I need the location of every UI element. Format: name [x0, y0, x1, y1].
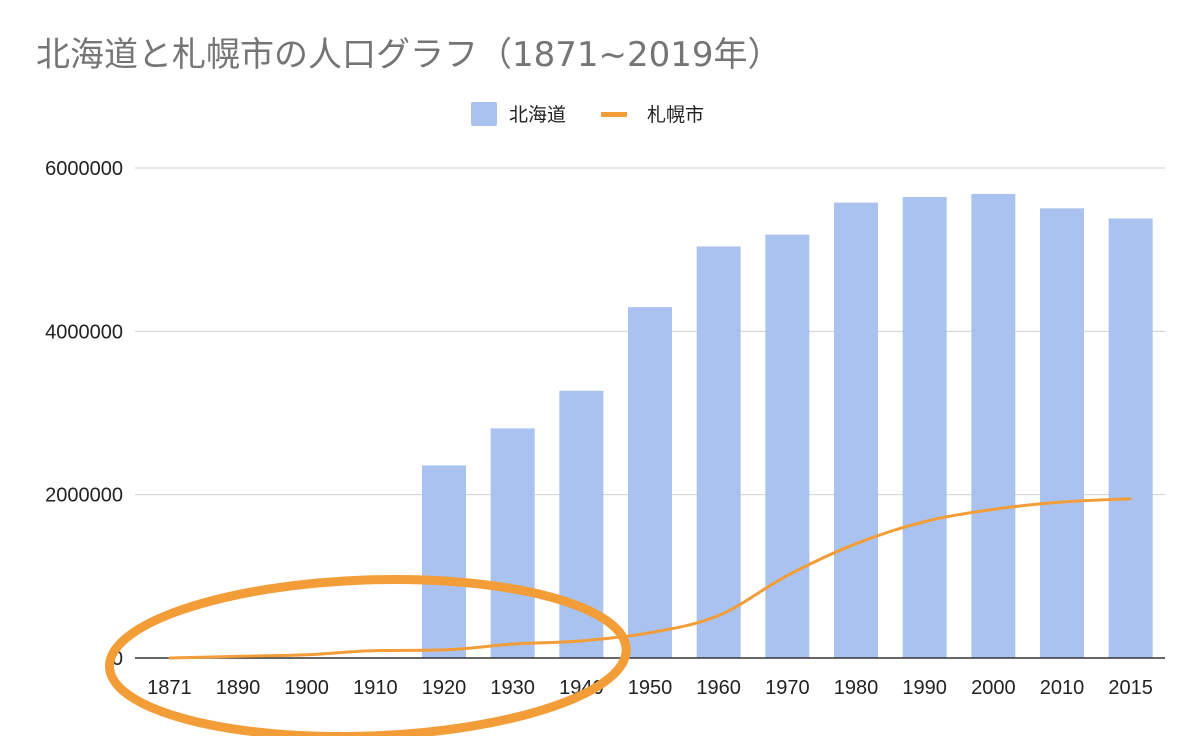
- x-tick-label: 1980: [834, 677, 879, 699]
- line-point: [992, 508, 995, 511]
- bar: [834, 202, 878, 659]
- line-point: [649, 631, 651, 634]
- x-tick-label: 1900: [284, 677, 329, 699]
- line-point: [855, 542, 857, 545]
- legend: 北海道 札幌市: [471, 102, 704, 126]
- y-tick-label: 0: [112, 648, 123, 670]
- bar: [422, 465, 466, 658]
- chart-title: 北海道と札幌市の人口グラフ（1871~2019年）: [36, 35, 782, 75]
- line-point: [1061, 501, 1063, 503]
- legend-label-sapporo: 札幌市: [647, 104, 704, 126]
- bar: [490, 428, 535, 658]
- line-series: [168, 497, 1132, 660]
- line-point: [374, 649, 377, 652]
- x-tick-label: 1890: [216, 677, 261, 699]
- annotation: [104, 575, 631, 736]
- x-tick-label: 1950: [628, 677, 673, 699]
- x-tick-label: 1910: [353, 677, 398, 699]
- y-tick-label: 2000000: [45, 485, 123, 507]
- bar: [971, 193, 1016, 658]
- line-point: [305, 653, 308, 656]
- bar: [1108, 218, 1153, 658]
- line-point: [443, 649, 445, 651]
- line-point: [786, 574, 789, 577]
- bar: [1040, 208, 1084, 659]
- line-point: [168, 657, 171, 659]
- bars: [422, 193, 1153, 659]
- x-tick-label: 1920: [422, 677, 467, 699]
- bar: [902, 197, 947, 658]
- x-tick-label: 1930: [490, 677, 535, 699]
- legend-swatch-hokkaido: [471, 102, 497, 126]
- x-tick-label: 1970: [765, 677, 810, 699]
- line-point: [1129, 497, 1132, 500]
- line-point: [717, 614, 720, 617]
- y-tick-label: 6000000: [45, 158, 123, 180]
- y-tick-label: 4000000: [45, 321, 123, 343]
- x-tick-label: 1960: [696, 677, 741, 699]
- legend-swatch-sapporo: [601, 112, 627, 117]
- line-point: [580, 640, 583, 642]
- line-point: [511, 643, 514, 645]
- x-tick-label: 1871: [147, 677, 192, 699]
- annotation-ellipse: [104, 575, 631, 736]
- y-axis-ticks: 6000000 4000000 2000000 0: [45, 158, 123, 670]
- bar: [696, 246, 741, 658]
- x-tick-label: 2000: [971, 677, 1016, 699]
- x-axis-ticks: 1871 1890 1900 1910 1920 1930 1940 1950 1960 1970…: [147, 677, 1153, 699]
- bar: [765, 234, 810, 658]
- line-point: [237, 655, 239, 658]
- line-point: [923, 520, 926, 523]
- x-tick-label: 2010: [1040, 677, 1085, 699]
- x-tick-label: 1990: [902, 677, 947, 699]
- x-tick-label: 2015: [1108, 677, 1153, 699]
- bar: [628, 307, 672, 658]
- legend-label-hokkaido: 北海道: [509, 104, 566, 126]
